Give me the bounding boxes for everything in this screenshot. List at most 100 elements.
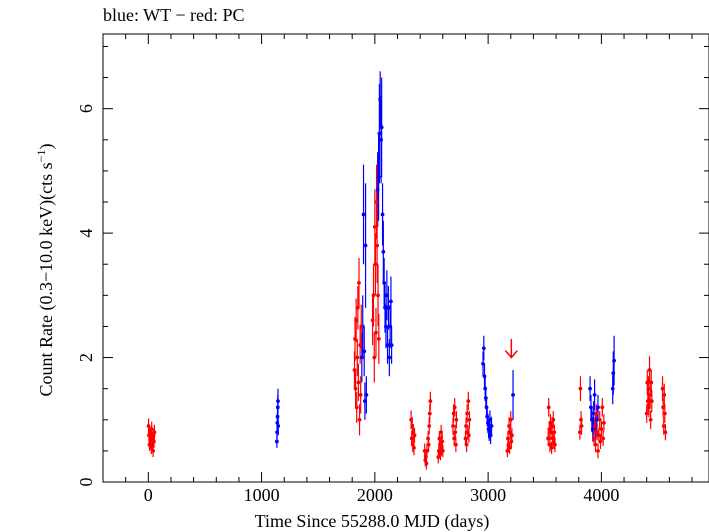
data-point-wt — [387, 355, 392, 360]
data-point-wt — [276, 424, 281, 428]
data-point-wt — [610, 386, 615, 391]
data-point-wt — [376, 175, 381, 180]
data-point-pc — [423, 455, 428, 460]
data-point-wt — [386, 305, 391, 310]
data-point-pc — [358, 343, 363, 348]
data-point-pc — [645, 380, 650, 385]
data-point-pc — [578, 386, 583, 391]
data-point-wt — [359, 355, 364, 360]
data-point-pc — [409, 417, 413, 422]
data-point-pc — [152, 430, 157, 435]
data-point-pc — [359, 324, 364, 329]
data-point-pc — [451, 424, 455, 428]
data-point-pc — [507, 445, 512, 450]
data-point-wt — [363, 243, 368, 248]
data-point-pc — [593, 442, 598, 447]
data-point-pc — [427, 411, 432, 416]
data-point-wt — [485, 414, 490, 419]
data-point-pc — [661, 405, 666, 410]
data-point-pc — [597, 433, 601, 438]
data-point-pc — [510, 433, 514, 438]
data-point-pc — [552, 430, 557, 435]
data-point-pc — [149, 427, 154, 432]
data-point-wt — [384, 324, 388, 329]
data-point-pc — [152, 439, 156, 444]
data-point-pc — [592, 424, 597, 428]
data-point-pc — [663, 430, 668, 435]
data-point-wt — [362, 349, 367, 354]
data-point-pc — [464, 442, 469, 447]
data-points — [146, 97, 668, 466]
data-point-wt — [487, 430, 492, 435]
data-point-wt — [488, 433, 493, 438]
data-point-pc — [546, 405, 551, 410]
data-point-pc — [376, 336, 381, 341]
error-bars — [147, 71, 666, 470]
data-point-pc — [353, 386, 358, 391]
data-point-pc — [466, 433, 471, 438]
data-point-pc — [454, 417, 459, 422]
data-point-pc — [546, 436, 551, 441]
y-tick-label: 4 — [76, 229, 96, 238]
data-point-wt — [375, 187, 380, 192]
data-point-pc — [662, 411, 667, 416]
data-point-pc — [662, 392, 667, 397]
data-point-pc — [354, 318, 359, 323]
data-point-wt — [591, 411, 596, 416]
data-point-pc — [453, 430, 458, 435]
upper-limit-arrowhead — [504, 350, 518, 359]
data-point-wt — [275, 420, 280, 425]
data-point-pc — [648, 417, 653, 422]
data-point-pc — [660, 386, 665, 391]
data-point-pc — [509, 439, 514, 444]
data-point-wt — [378, 97, 383, 102]
data-point-pc — [452, 436, 457, 441]
data-point-pc — [453, 442, 458, 447]
data-point-wt — [588, 386, 592, 391]
data-point-pc — [551, 439, 556, 444]
data-point-pc — [353, 336, 357, 341]
data-point-pc — [597, 417, 602, 422]
data-point-pc — [553, 442, 557, 447]
data-point-pc — [451, 411, 456, 416]
data-point-pc — [595, 430, 599, 435]
data-point-wt — [592, 392, 597, 397]
data-point-wt — [377, 131, 382, 136]
data-point-wt — [482, 374, 487, 379]
data-point-pc — [644, 411, 649, 416]
data-point-pc — [579, 417, 583, 422]
data-point-pc — [356, 380, 361, 385]
data-point-pc — [372, 224, 377, 229]
data-point-wt — [379, 137, 383, 142]
data-point-wt — [389, 299, 393, 304]
data-point-pc — [549, 430, 553, 435]
data-point-wt — [276, 399, 280, 404]
data-point-pc — [370, 318, 375, 323]
data-point-pc — [646, 386, 651, 391]
data-point-wt — [361, 212, 366, 217]
data-point-wt — [511, 392, 515, 397]
data-point-pc — [425, 448, 429, 453]
data-point-pc — [649, 399, 654, 404]
data-point-pc — [439, 430, 444, 435]
data-point-pc — [550, 436, 555, 441]
data-point-wt — [589, 417, 594, 422]
data-point-pc — [149, 445, 154, 450]
data-point-wt — [274, 439, 279, 444]
data-point-pc — [437, 436, 442, 441]
x-axis-label: Time Since 55288.0 MJD (days) — [255, 511, 490, 532]
data-point-pc — [551, 417, 556, 422]
x-tick-label: 2000 — [357, 485, 393, 505]
data-point-wt — [594, 417, 599, 422]
data-point-pc — [592, 436, 596, 441]
data-point-wt — [590, 427, 595, 432]
data-point-pc — [661, 424, 666, 428]
data-point-pc — [357, 417, 362, 422]
data-point-pc — [151, 448, 155, 453]
data-point-pc — [549, 445, 554, 450]
chart-title: blue: WT − red: PC — [103, 5, 244, 25]
data-point-pc — [412, 433, 417, 438]
data-point-pc — [436, 455, 441, 460]
y-ticks: 0 2 4 6 — [76, 45, 709, 487]
data-point-pc — [354, 405, 359, 410]
